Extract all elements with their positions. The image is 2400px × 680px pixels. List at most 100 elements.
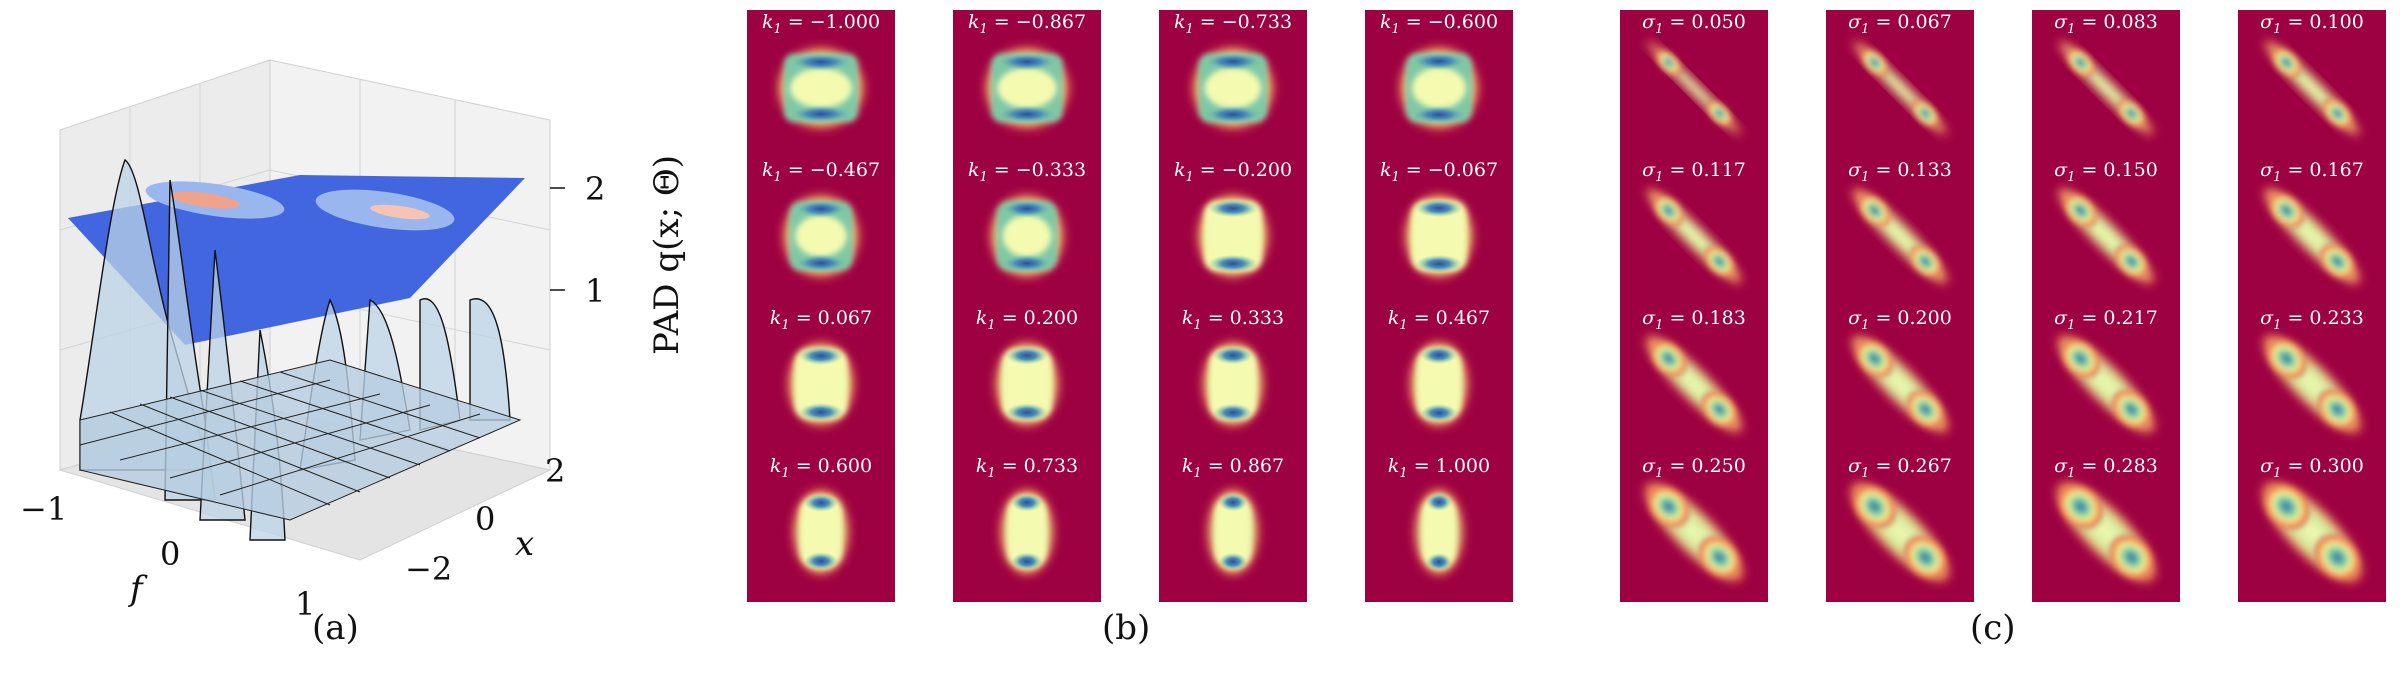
k-heatmap-tile: k1 = 0.067 (747, 306, 895, 454)
k-heatmap-tile: k1 = −0.867 (953, 10, 1101, 158)
sigma-heatmap-tile: σ1 = 0.167 (2238, 158, 2386, 306)
peak-mode-1 (1852, 484, 1897, 529)
sigma-heatmap-image (1620, 454, 1768, 602)
peak-mode-1 (1415, 199, 1463, 218)
peak-mode-2 (2316, 388, 2359, 431)
sigma-heatmap-image (1620, 10, 1768, 158)
peak-mode-1 (995, 52, 1059, 71)
k-heatmap-image (1159, 10, 1307, 158)
k-value-label: k1 = −0.600 (1379, 11, 1499, 37)
sigma-value-label: σ1 = 0.050 (1642, 11, 1746, 37)
k-value-label: k1 = −0.467 (761, 159, 881, 185)
x-tick-2: 2 (545, 452, 565, 490)
f-tick-1: 1 (295, 585, 315, 623)
peak-mode-1 (804, 493, 838, 512)
k-heatmap-image (747, 306, 895, 454)
peak-mode-1 (1860, 48, 1889, 77)
peak-mode-1 (1420, 346, 1458, 365)
sigma-heatmap-tile: σ1 = 0.050 (1620, 10, 1768, 158)
peak-mode-1 (788, 53, 854, 71)
sigma-heatmap-image (1826, 158, 1974, 306)
k-heatmap-tile: k1 = 0.333 (1159, 306, 1307, 454)
sigma-heatmap-image (1826, 454, 1974, 602)
sigma-value-label: σ1 = 0.283 (2054, 455, 2158, 481)
k-heatmap-image (1365, 454, 1513, 602)
peak-mode-1 (1426, 493, 1452, 511)
sigma-value-label: σ1 = 0.233 (2260, 307, 2364, 333)
k-heatmap-tile: k1 = −0.467 (747, 158, 895, 306)
k-heatmap-image (953, 454, 1101, 602)
k-heatmap-image (1365, 306, 1513, 454)
peak-mode-2 (2319, 243, 2356, 280)
k-value-label: k1 = 0.733 (975, 455, 1079, 481)
x-tick-0: 0 (475, 500, 495, 538)
k-value-label: k1 = 0.200 (975, 307, 1079, 333)
k-heatmap-image (747, 158, 895, 306)
peak-mode-2 (1202, 105, 1264, 124)
peak-mode-2 (2322, 98, 2353, 129)
k-value-label: k1 = 1.000 (1387, 455, 1491, 481)
sigma-heatmap-tile: σ1 = 0.250 (1620, 454, 1768, 602)
peak-mode-1 (2268, 192, 2305, 229)
peak-mode-2 (1011, 552, 1043, 571)
k-heatmap-tile: k1 = 0.200 (953, 306, 1101, 454)
f-tick-neg1: −1 (20, 490, 67, 528)
peak-mode-1 (1652, 194, 1685, 227)
sigma-heatmap-tile: σ1 = 0.183 (1620, 306, 1768, 454)
sigma-heatmap-tile: σ1 = 0.150 (2032, 158, 2180, 306)
f-axis-label: f (127, 569, 148, 609)
k-heatmap-image (953, 306, 1101, 454)
peak-mode-1 (1858, 194, 1892, 228)
peak-mode-1 (1011, 493, 1043, 512)
k-heatmap-image (747, 454, 895, 602)
peak-mode-2 (1700, 390, 1739, 429)
sigma-heatmap-tile: σ1 = 0.117 (1620, 158, 1768, 306)
k-value-label: k1 = 0.333 (1181, 307, 1285, 333)
k-heatmap-tile: k1 = −0.333 (953, 158, 1101, 306)
k-heatmap-tile: k1 = −0.600 (1365, 10, 1513, 158)
sigma-value-label: σ1 = 0.183 (1642, 307, 1746, 333)
z-axis-ticks: 1 2 (585, 170, 605, 310)
sigma-value-label: σ1 = 0.117 (1642, 159, 1746, 185)
peak-mode-1 (1410, 52, 1468, 71)
z-tick-2: 2 (585, 170, 605, 208)
peak-mode-1 (1208, 199, 1258, 218)
peak-mode-2 (1426, 553, 1452, 571)
k-heatmap-tile: k1 = 0.733 (953, 454, 1101, 602)
peak-mode-1 (2271, 47, 2302, 78)
k-heatmap-image (953, 158, 1101, 306)
sigma-heatmap-image (1620, 158, 1768, 306)
peak-mode-2 (2108, 534, 2155, 581)
f-tick-0: 0 (160, 535, 180, 573)
peak-mode-1 (2060, 338, 2101, 379)
peak-mode-2 (995, 105, 1059, 124)
peak-mode-1 (2057, 483, 2104, 530)
z-axis-label: PAD q(x; Θ) (647, 155, 687, 355)
sigma-heatmap-image (1826, 306, 1974, 454)
sigma-value-label: σ1 = 0.300 (2260, 455, 2364, 481)
peak-mode-1 (2265, 337, 2308, 380)
peak-mode-1 (1202, 52, 1264, 71)
k-value-label: k1 = −0.867 (967, 11, 1087, 37)
k-value-label: k1 = 0.067 (769, 307, 873, 333)
sigma-value-label: σ1 = 0.100 (2260, 11, 2364, 37)
panel-label-b: (b) (1102, 608, 1151, 648)
peak-mode-2 (2111, 389, 2152, 430)
peak-mode-1 (1006, 346, 1048, 365)
k-value-label: k1 = −0.200 (1173, 159, 1293, 185)
k-heatmap-tile: k1 = −0.200 (1159, 158, 1307, 306)
surface-floor (79, 359, 522, 521)
peak-mode-2 (1006, 403, 1048, 422)
peak-mode-2 (804, 552, 838, 571)
sigma-value-label: σ1 = 0.083 (2054, 11, 2158, 37)
sigma-heatmap-tile: σ1 = 0.267 (1826, 454, 1974, 602)
sigma-value-label: σ1 = 0.133 (1848, 159, 1952, 185)
sigma-heatmap-image (2238, 454, 2386, 602)
peak-mode-2 (1000, 254, 1054, 273)
sigma-value-label: σ1 = 0.150 (2054, 159, 2158, 185)
peak-mode-1 (1218, 493, 1248, 512)
sigma-value-label: σ1 = 0.067 (1848, 11, 1952, 37)
peak-mode-1 (1649, 339, 1688, 378)
peak-mode-2 (1415, 254, 1463, 273)
peak-mode-2 (793, 254, 849, 273)
